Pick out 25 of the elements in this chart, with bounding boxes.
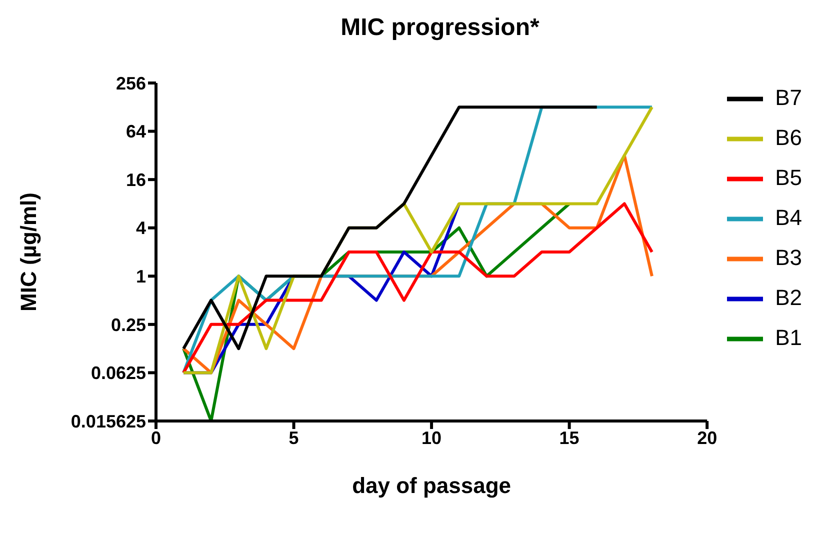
y-tick-label: 1 (136, 266, 146, 287)
x-tick-label: 5 (288, 428, 299, 448)
y-tick-label: 16 (126, 170, 146, 190)
legend-label: B7 (775, 85, 802, 110)
line-series (182, 106, 598, 350)
y-axis-title: MIC (µg/ml) (16, 192, 41, 312)
x-tick-label: 10 (422, 428, 442, 448)
x-tick-label: 20 (697, 428, 718, 448)
legend-label: B3 (775, 245, 802, 270)
line-series (182, 202, 654, 374)
y-tick-label: 0.015625 (70, 411, 146, 432)
chart-title: MIC progression* (340, 13, 540, 43)
y-tick-label: 0.0625 (90, 363, 146, 384)
x-tick-label: 15 (559, 428, 580, 448)
y-tick-label: 4 (136, 218, 146, 238)
x-tick-label: 0 (150, 428, 162, 448)
legend-label: B4 (775, 205, 802, 230)
x-axis-title: day of passage (352, 473, 512, 498)
legend-label: B6 (775, 125, 802, 150)
legend-label: B1 (775, 325, 802, 350)
y-tick-label: 256 (116, 73, 146, 94)
legend-label: B5 (775, 165, 802, 190)
y-tick-label: 0.25 (110, 314, 146, 335)
legend-label: B2 (775, 285, 802, 310)
y-tick-label: 64 (126, 122, 146, 142)
